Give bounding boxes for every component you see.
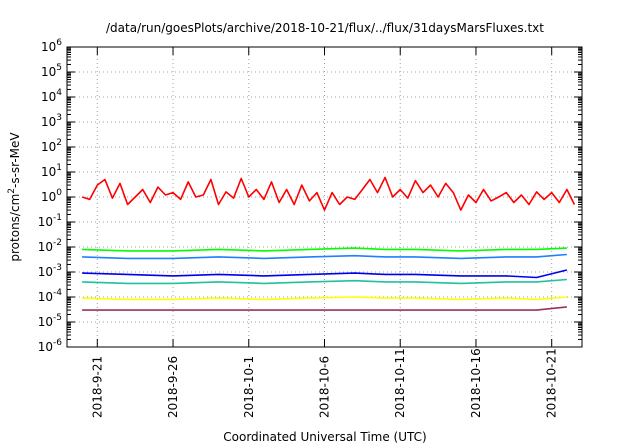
y-tick-label: 10-5 bbox=[38, 313, 62, 329]
y-tick-exponent: -3 bbox=[53, 263, 62, 273]
y-tick-exponent: 3 bbox=[56, 113, 62, 123]
y-tick-exponent: 1 bbox=[56, 163, 62, 173]
y-tick-label: 105 bbox=[41, 63, 62, 79]
y-tick-exponent: -5 bbox=[53, 313, 62, 323]
y-tick-exponent: -1 bbox=[53, 213, 62, 223]
y-tick-exponent: 6 bbox=[56, 38, 62, 48]
y-tick-base: 10 bbox=[38, 290, 53, 304]
series-line-3 bbox=[82, 253, 567, 260]
y-tick-base: 10 bbox=[41, 40, 56, 54]
x-tick-label: 2018-10-6 bbox=[318, 356, 332, 418]
chart-title: /data/run/goesPlots/archive/2018-10-21/f… bbox=[106, 21, 544, 35]
x-axis-label: Coordinated Universal Time (UTC) bbox=[223, 430, 426, 444]
y-tick-base: 10 bbox=[38, 215, 53, 229]
y-axis-label-superscript: 2 bbox=[7, 188, 17, 194]
y-tick-label: 102 bbox=[41, 138, 62, 154]
y-tick-label: 104 bbox=[41, 88, 62, 104]
y-tick-exponent: 0 bbox=[56, 188, 62, 198]
y-tick-label: 101 bbox=[41, 163, 62, 179]
y-tick-base: 10 bbox=[41, 90, 56, 104]
y-axis-label: protons/cm2-s-sr-MeV bbox=[7, 132, 22, 262]
y-tick-base: 10 bbox=[38, 240, 53, 254]
y-tick-base: 10 bbox=[41, 65, 56, 79]
y-tick-exponent: 2 bbox=[56, 138, 62, 148]
y-tick-base: 10 bbox=[41, 190, 56, 204]
y-tick-label: 100 bbox=[41, 188, 62, 204]
y-tick-base: 10 bbox=[38, 340, 53, 354]
y-tick-base: 10 bbox=[38, 315, 53, 329]
x-tick-label: 2018-10-21 bbox=[545, 348, 559, 418]
grid bbox=[67, 47, 582, 347]
y-axis: 10-610-510-410-310-210-11001011021031041… bbox=[38, 38, 582, 354]
x-tick-label: 2018-9-26 bbox=[166, 356, 180, 418]
y-tick-base: 10 bbox=[38, 265, 53, 279]
y-tick-label: 10-4 bbox=[38, 288, 63, 304]
y-tick-exponent: 5 bbox=[56, 63, 62, 73]
y-tick-exponent: 4 bbox=[56, 88, 62, 98]
y-tick-base: 10 bbox=[41, 165, 56, 179]
y-tick-label: 10-2 bbox=[38, 238, 62, 254]
y-tick-base: 10 bbox=[41, 140, 56, 154]
y-tick-label: 10-3 bbox=[38, 263, 62, 279]
y-tick-exponent: -4 bbox=[53, 288, 62, 298]
y-tick-label: 103 bbox=[41, 113, 62, 129]
y-tick-label: 106 bbox=[41, 38, 62, 54]
series-line-2 bbox=[82, 247, 567, 252]
y-tick-base: 10 bbox=[41, 115, 56, 129]
series-line-6 bbox=[82, 296, 567, 301]
y-tick-label: 10-6 bbox=[38, 338, 63, 354]
series-line-5 bbox=[82, 278, 567, 285]
series-group bbox=[81, 176, 576, 311]
y-axis-label-rest: -s-sr-MeV bbox=[8, 132, 22, 188]
x-tick-label: 2018-10-1 bbox=[242, 356, 256, 418]
y-tick-exponent: -2 bbox=[53, 238, 62, 248]
x-tick-label: 2018-10-11 bbox=[393, 348, 407, 418]
series-line-4 bbox=[82, 269, 568, 279]
x-tick-label: 2018-9-21 bbox=[90, 356, 104, 418]
series-line-1 bbox=[81, 176, 576, 211]
y-axis-label-main: protons/cm bbox=[8, 194, 22, 262]
y-tick-exponent: -6 bbox=[53, 338, 62, 348]
x-tick-label: 2018-10-16 bbox=[469, 348, 483, 418]
x-axis: 2018-9-21 2018-9-26 2018-10-1 2018-10-6 2018… bbox=[90, 47, 559, 418]
y-tick-label: 10-1 bbox=[38, 213, 62, 229]
series-line-7 bbox=[82, 306, 567, 311]
